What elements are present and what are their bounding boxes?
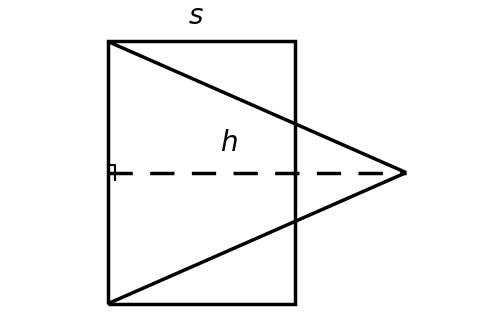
Text: $h$: $h$: [220, 130, 238, 156]
Text: $s$: $s$: [188, 3, 204, 30]
